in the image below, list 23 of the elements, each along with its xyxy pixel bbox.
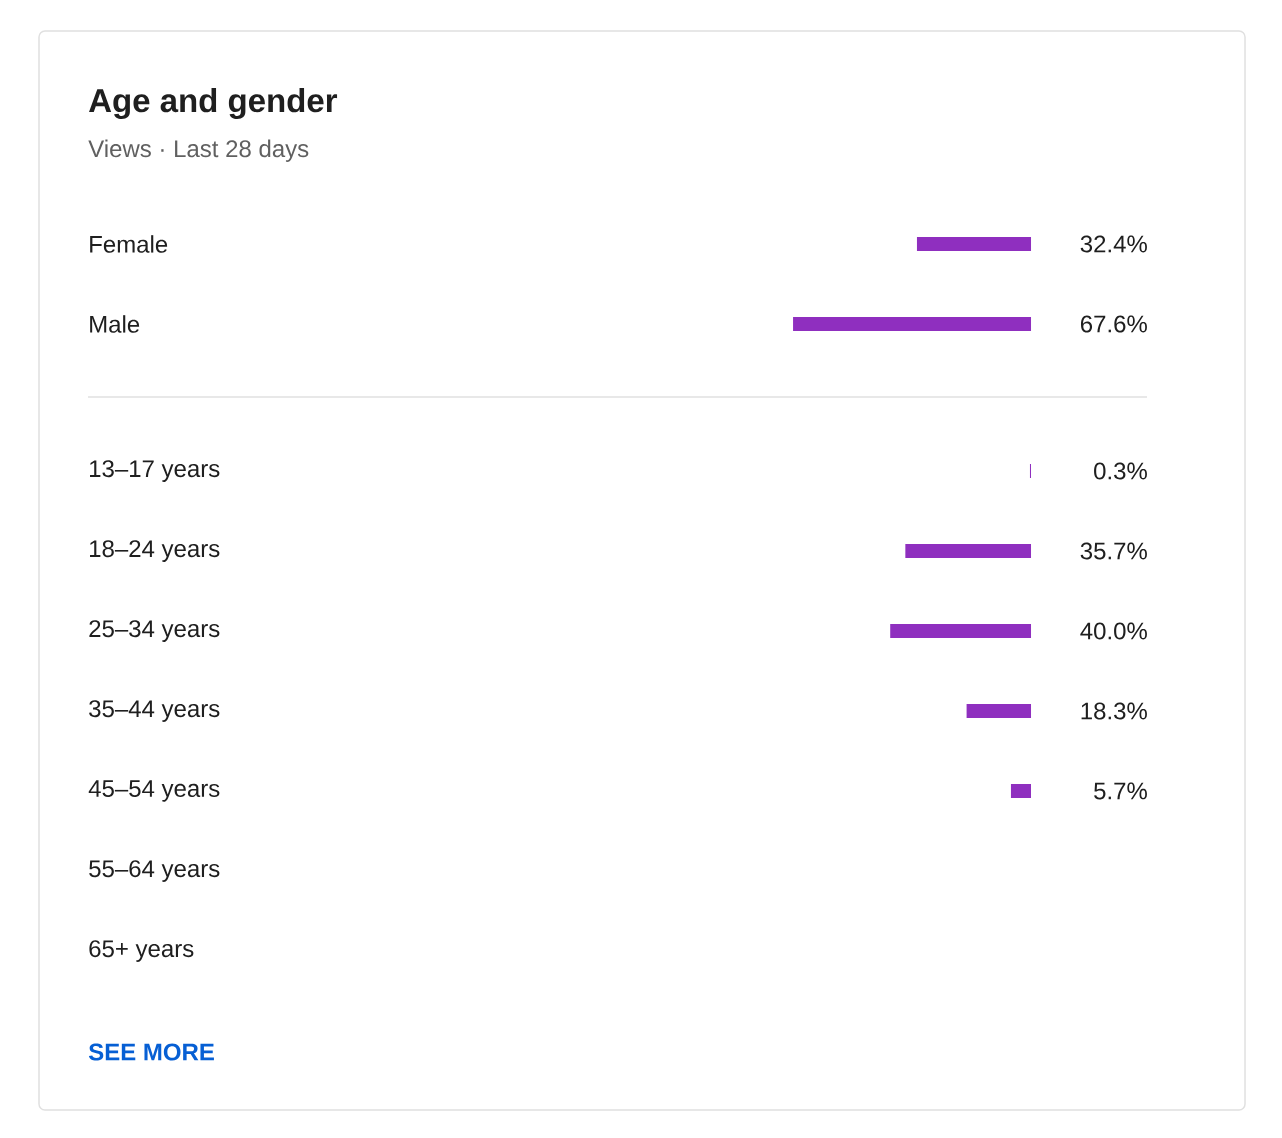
data-label: 40.0%: [1080, 622, 1147, 640]
text: SEE MORE: [88, 1043, 214, 1061]
y-tick-label: 55–64 years: [89, 860, 220, 882]
data-label: 32.4%: [1080, 235, 1147, 253]
y-tick-label: 13–17 years: [90, 460, 220, 482]
data-label: 5.7%: [1094, 782, 1147, 800]
y-tick-label: Female: [90, 235, 168, 253]
data-label: 67.6%: [1080, 315, 1147, 333]
bar: [890, 624, 1032, 639]
y-tick-label: 45–54 years: [88, 780, 220, 802]
data-label: 18.3%: [1081, 702, 1147, 720]
y-tick-label: Male: [90, 315, 140, 333]
bar: [1010, 784, 1032, 799]
data-label: 0.3%: [1094, 462, 1147, 480]
text: Views · Last 28 days: [88, 139, 309, 162]
text: Age and gender: [89, 88, 338, 119]
data-label: 35.7%: [1080, 542, 1147, 560]
y-tick-label: 18–24 years: [90, 540, 220, 562]
y-tick-label: 35–44 years: [89, 700, 220, 722]
y-tick-label: 25–34 years: [89, 620, 220, 642]
y-tick-label: 65+ years: [89, 940, 194, 962]
bar: [905, 544, 1032, 559]
bar: [966, 704, 1032, 719]
